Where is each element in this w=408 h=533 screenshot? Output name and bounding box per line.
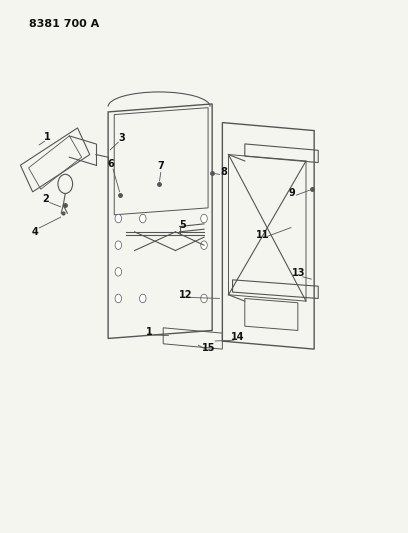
Circle shape — [201, 241, 207, 249]
Text: 3: 3 — [118, 133, 125, 142]
Circle shape — [115, 241, 122, 249]
Text: 7: 7 — [158, 161, 164, 171]
Text: 1: 1 — [44, 132, 50, 142]
Text: 11: 11 — [256, 230, 270, 239]
Circle shape — [201, 214, 207, 223]
Circle shape — [115, 214, 122, 223]
Text: 13: 13 — [292, 269, 306, 278]
Circle shape — [140, 294, 146, 303]
Text: 8: 8 — [220, 167, 227, 176]
Circle shape — [140, 214, 146, 223]
Circle shape — [115, 294, 122, 303]
Circle shape — [115, 268, 122, 276]
Text: 4: 4 — [32, 227, 38, 237]
Text: 1: 1 — [146, 327, 152, 337]
Text: 5: 5 — [180, 220, 186, 230]
Circle shape — [201, 294, 207, 303]
Text: 15: 15 — [202, 343, 216, 353]
Text: 2: 2 — [42, 194, 49, 204]
Text: 8381 700 A: 8381 700 A — [29, 19, 99, 29]
Text: 12: 12 — [179, 290, 193, 300]
Text: 9: 9 — [289, 188, 295, 198]
Text: 14: 14 — [231, 333, 244, 342]
Text: 6: 6 — [108, 159, 114, 168]
